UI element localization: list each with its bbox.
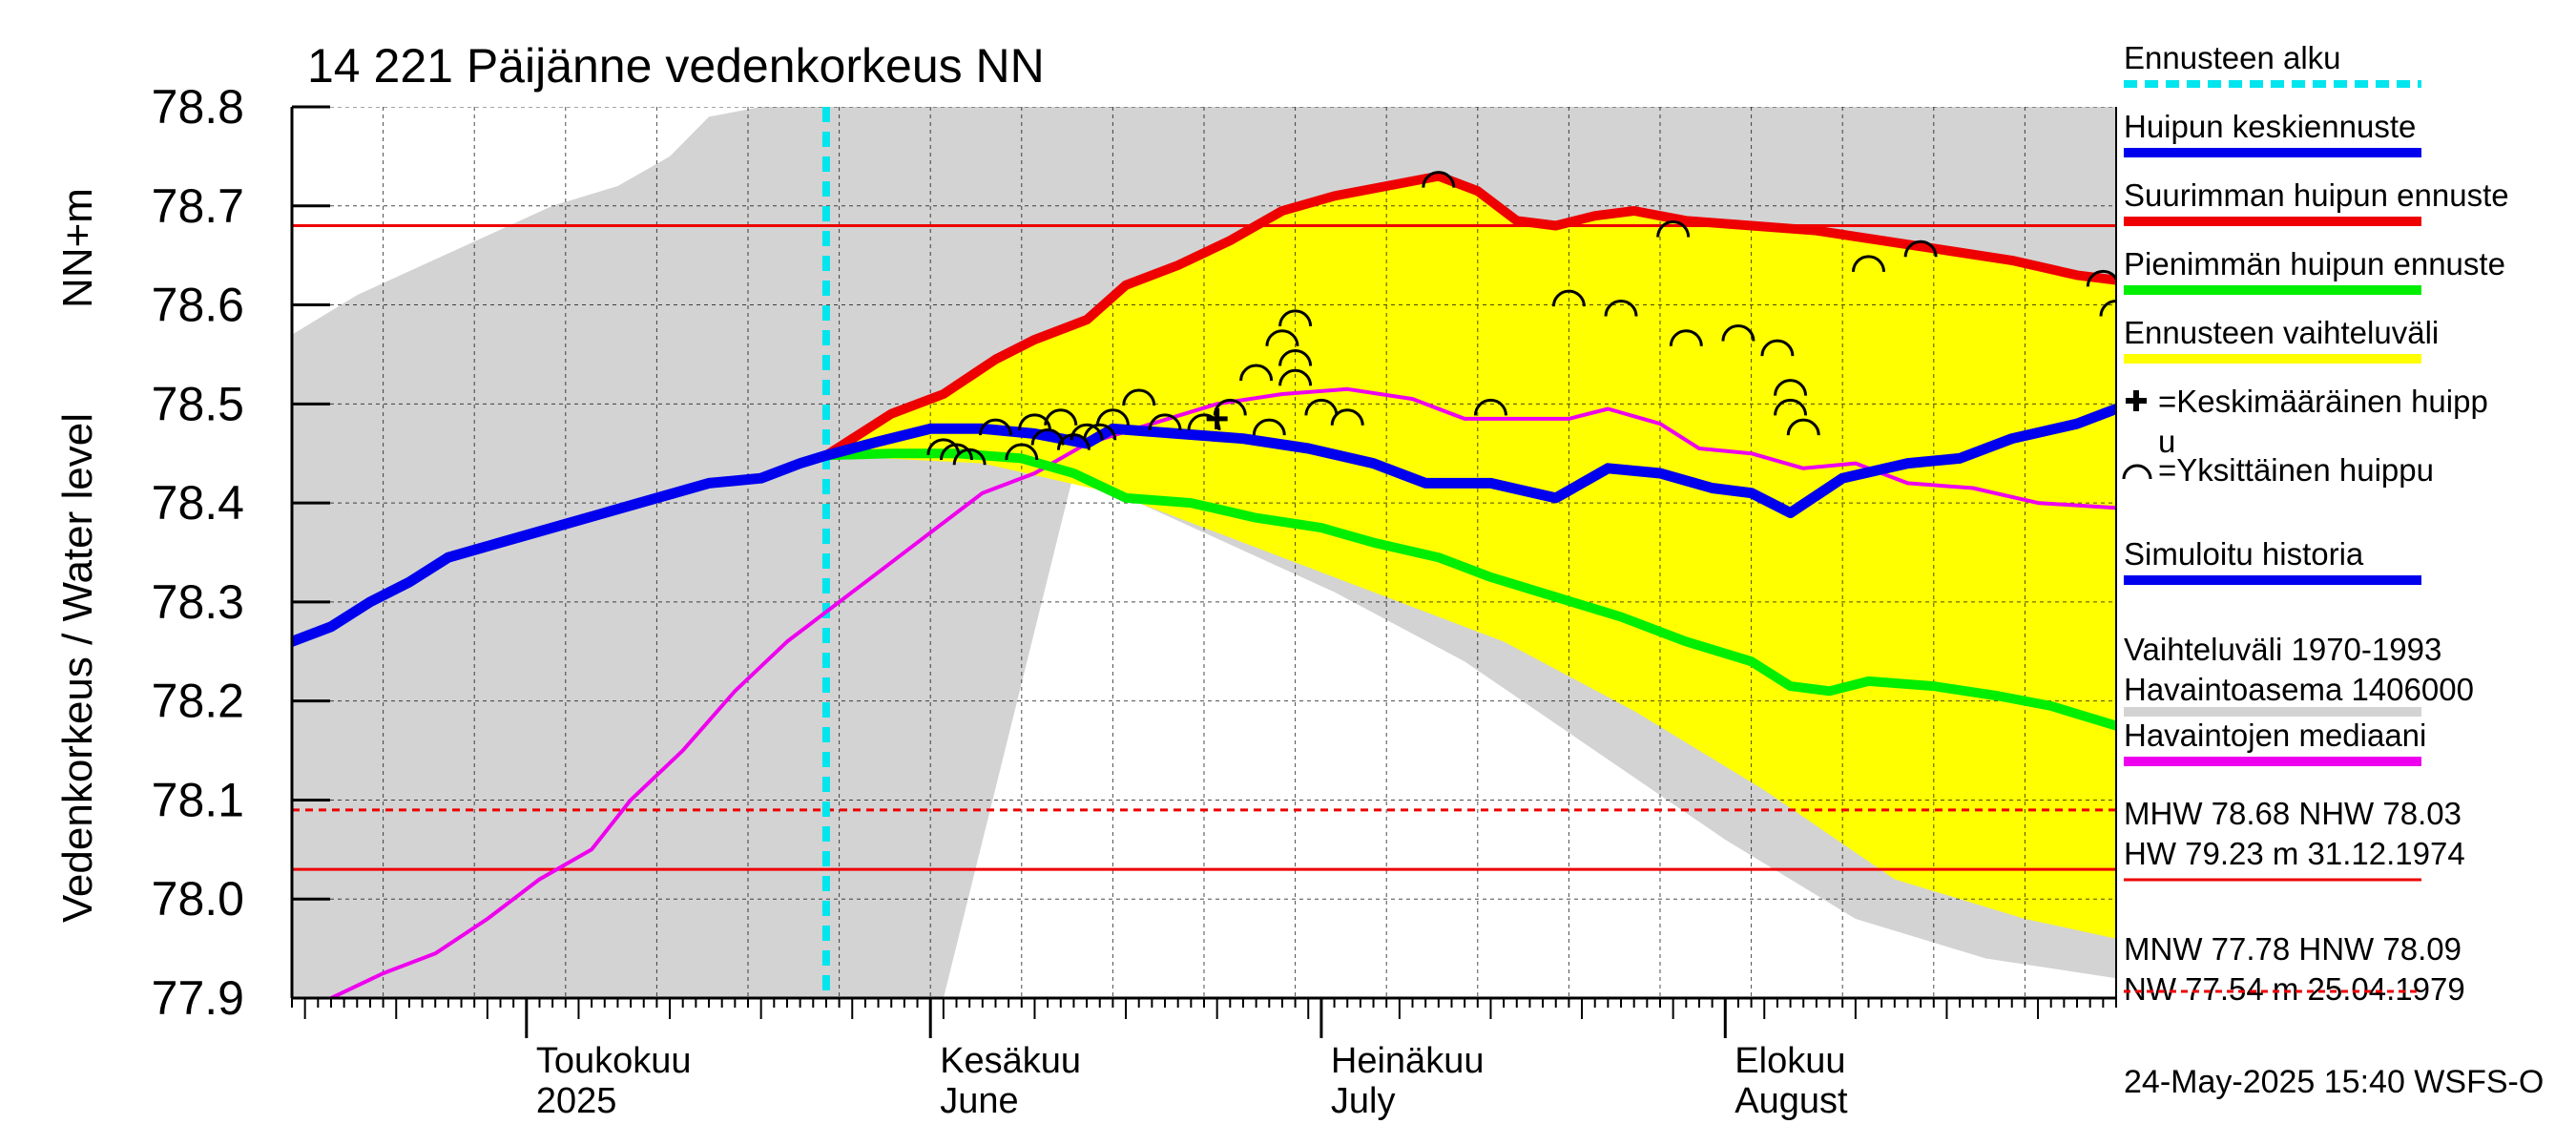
individual-peak-marker	[1656, 220, 1691, 238]
individual-peak-marker	[1473, 398, 1507, 416]
y-tick-label: 77.9	[152, 971, 244, 1025]
legend-label: Suurimman huipun ennuste	[2124, 177, 2509, 213]
individual-peak-marker	[1551, 289, 1586, 307]
individual-peak-marker	[1278, 348, 1313, 366]
individual-peak-marker	[1148, 413, 1182, 430]
individual-peak-marker	[926, 438, 961, 455]
plot-area	[292, 107, 2116, 998]
y-tick-label: 78.2	[152, 675, 244, 728]
individual-peak-marker	[1304, 398, 1339, 416]
series-line-0	[292, 449, 832, 647]
chart-title: 14 221 Päijänne vedenkorkeus NN	[307, 39, 1045, 93]
individual-peak-marker	[1422, 171, 1456, 188]
legend-label-line2: HW 79.23 m 31.12.1974	[2124, 836, 2465, 871]
individual-peak-marker	[1005, 443, 1039, 461]
legend-label: MNW 77.78 HNW 78.09	[2124, 931, 2462, 967]
x-tick-label-sub: July	[1331, 1081, 1396, 1121]
legend-label-line2: NW 77.54 m 25.04.1979	[2124, 971, 2465, 1007]
y-tick-label: 78.8	[152, 80, 244, 134]
y-tick-label: 78.5	[152, 377, 244, 430]
series-line-3	[821, 448, 2116, 731]
x-tick-label: Heinäkuu	[1331, 1041, 1485, 1081]
y-tick-label: 78.4	[152, 476, 244, 530]
legend: Ennusteen alku Huipun keskiennuste Suurimm…	[2122, 40, 2509, 1007]
individual-peak-marker	[1017, 413, 1051, 430]
individual-peak-marker	[952, 448, 987, 466]
legend-label: Huipun keskiennuste	[2124, 109, 2416, 144]
x-tick-label: Toukokuu	[536, 1041, 692, 1081]
legend-label-line2: u	[2158, 424, 2175, 459]
individual-peak-marker	[1044, 408, 1078, 426]
legend-label-line2: Havaintoasema 1406000	[2124, 672, 2474, 707]
mean-peak-marker	[1206, 407, 1228, 429]
legend-label: Simuloitu historia	[2124, 536, 2364, 572]
y-tick-label: 78.3	[152, 575, 244, 629]
individual-peak-marker	[1278, 368, 1313, 386]
y-axis-label: Vedenkorkeus / Water level	[54, 413, 101, 923]
x-tick-label-sub: 2025	[536, 1081, 617, 1121]
individual-peak-marker	[1239, 364, 1274, 382]
y-tick-label: 78.1	[152, 773, 244, 826]
individual-peak-marker	[1852, 255, 1886, 272]
individual-peak-marker	[1122, 388, 1156, 406]
individual-peak-marker	[1083, 423, 1117, 441]
individual-peak-marker	[940, 443, 974, 461]
individual-peak-marker	[1265, 329, 1299, 346]
individual-peak-marker	[2099, 300, 2116, 317]
axes: 78.8 78.7 78.6 78.5 78.4 78.3 78.2 78.1 78.0 77.9…	[152, 80, 2117, 1121]
legend-label: MHW 78.68 NHW 78.03	[2124, 796, 2462, 831]
individual-peak-marker	[1330, 408, 1364, 426]
individual-peak-marker	[1095, 408, 1130, 426]
x-tick-label: Elokuu	[1735, 1041, 1845, 1081]
individual-peak-marker	[1604, 300, 1638, 317]
individual-peak-marker	[2086, 269, 2116, 287]
legend-label: Ennusteen vaihteluväli	[2124, 315, 2439, 350]
legend-label: Vaihteluväli 1970-1993	[2124, 632, 2441, 667]
legend-label: =Yksittäinen huippu	[2158, 452, 2434, 488]
individual-peak-marker	[1774, 379, 1808, 396]
individual-peak-marker	[978, 418, 1012, 436]
individual-peak-marker	[1721, 324, 1755, 342]
legend-mean-peak-symbol	[2126, 390, 2147, 411]
x-tick-label-sub: June	[940, 1081, 1018, 1121]
series-line-1	[821, 404, 2116, 518]
legend-label: Havaintojen mediaani	[2124, 718, 2426, 753]
legend-label: Pienimmän huipun ennuste	[2124, 246, 2505, 281]
legend-label: Ennusteen alku	[2124, 40, 2341, 75]
y-tick-label: 78.7	[152, 179, 244, 233]
y-tick-label: 78.0	[152, 872, 244, 926]
individual-peak-marker	[1774, 398, 1808, 416]
x-tick-label-sub: August	[1735, 1081, 1848, 1121]
series-line-2	[821, 171, 2116, 461]
footer-timestamp: 24-May-2025 15:40 WSFS-O	[2124, 1064, 2544, 1100]
x-tick-label: Kesäkuu	[940, 1041, 1081, 1081]
individual-peak-marker	[1252, 418, 1286, 436]
individual-peak-marker	[1760, 339, 1795, 357]
forecast-range-band	[825, 176, 2116, 939]
individual-peak-marker	[1669, 329, 1703, 346]
y-axis-label-unit: NN+m	[54, 188, 101, 308]
individual-peak-marker	[1786, 418, 1820, 436]
individual-peak-marker	[1278, 309, 1313, 327]
y-tick-label: 78.6	[152, 279, 244, 332]
legend-peak-symbol	[2122, 464, 2152, 480]
individual-peak-marker	[1070, 423, 1104, 441]
individual-peak-marker	[1903, 239, 1938, 258]
legend-label: =Keskimääräinen huipp	[2158, 384, 2488, 419]
